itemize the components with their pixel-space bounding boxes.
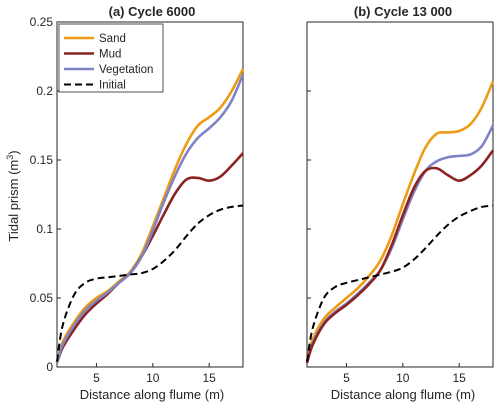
- legend-label-sand: Sand: [99, 33, 126, 45]
- panel-b-x-tick-label: 15: [453, 371, 467, 385]
- panel-a-title: (a) Cycle 6000: [109, 4, 196, 19]
- panel-a-y-tick-label: 0.15: [30, 153, 54, 167]
- y-axis-label: Tidal prism (m3): [5, 150, 21, 241]
- panel-a-x-tick-label: 15: [203, 371, 217, 385]
- panel-a-x-axis-label: Distance along flume (m): [80, 387, 225, 402]
- legend: Sand Mud Vegetation Initial: [58, 23, 164, 93]
- legend-label-initial: Initial: [99, 80, 126, 92]
- panel-a: (a) Cycle 6000 5 10 1500.050.10.150.20.25 …: [5, 4, 245, 402]
- panel-a-x-tick-label: 10: [146, 371, 160, 385]
- panel-a-y-tick-label: 0.1: [36, 222, 53, 236]
- panel-b-series: [305, 80, 495, 364]
- panel-a-x-tick-label: 5: [93, 371, 100, 385]
- panel-a-series: [55, 68, 245, 364]
- panel-b-series-line-4: [306, 204, 494, 362]
- panel-a-y-tick-label: 0.05: [30, 291, 54, 305]
- panel-b-x-axis-label: Distance along flume (m): [331, 387, 476, 402]
- panel-a-series-line-vegetation: [55, 73, 245, 364]
- legend-label-vegetation: Vegetation: [99, 64, 153, 76]
- panel-b-x-tick-label: 10: [396, 371, 410, 385]
- legend-label-mud: Mud: [99, 49, 121, 61]
- panel-b-series-line-3: [305, 149, 495, 364]
- panel-a-series-line-sand: [55, 68, 245, 364]
- legend-box: [58, 23, 164, 93]
- panel-b-series-line-1: [305, 80, 495, 362]
- panel-b-x-tick-label: 5: [343, 371, 350, 385]
- y-axis-label-text: Tidal prism (m: [6, 160, 21, 242]
- panel-b: (b) Cycle 13 000 5 10 15 Distance along fl…: [305, 4, 495, 402]
- panel-b-axes: 5 10 15: [307, 21, 467, 385]
- panel-a-axes: 5 10 15 0 0.05 0.1 0.15 0.2 0.25: [30, 15, 217, 385]
- panel-a-y-tick-label: 0.2: [36, 84, 53, 98]
- panel-b-plot-area: [306, 21, 494, 368]
- y-axis-label-close: ): [6, 150, 21, 154]
- panel-a-y-tick-label: 0.25: [30, 15, 54, 29]
- panel-a-series-line-initial: [56, 204, 244, 362]
- panel-b-title: (b) Cycle 13 000: [354, 4, 452, 19]
- y-axis-label-superscript: 3: [5, 155, 15, 160]
- panel-a-y-tick-label: 0: [46, 360, 53, 374]
